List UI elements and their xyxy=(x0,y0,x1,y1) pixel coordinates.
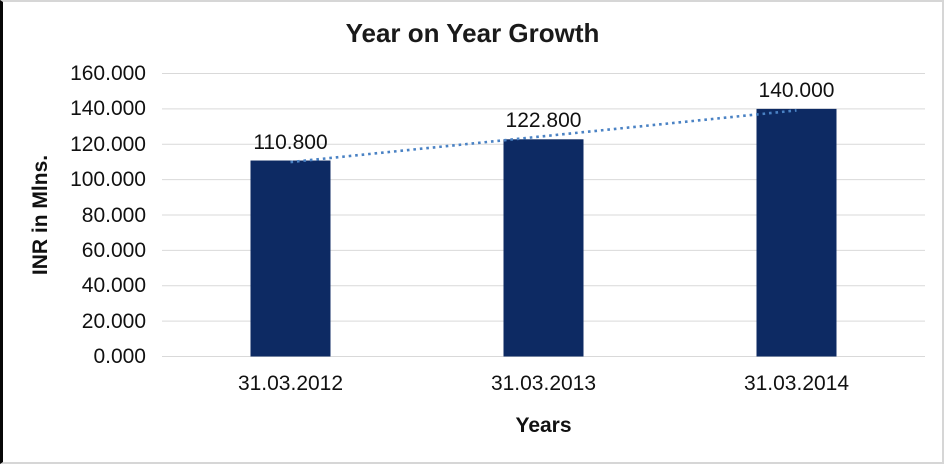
trendline xyxy=(290,109,797,164)
x-tick-label: 31.03.2013 xyxy=(490,372,597,395)
x-tick-label: 31.03.2012 xyxy=(237,372,344,395)
x-axis-title: Years xyxy=(515,414,572,437)
bar-value-label: 110.800 xyxy=(253,130,328,154)
y-tick-label: 160.000 xyxy=(70,62,146,85)
chart-title: Year on Year Growth xyxy=(345,18,600,48)
y-tick-label: 60.000 xyxy=(81,238,146,262)
y-tick-label: 20.000 xyxy=(81,309,146,333)
bar-value-label: 122.800 xyxy=(505,109,582,133)
x-tick-label: 31.03.2014 xyxy=(743,372,850,395)
y-tick-label: 80.000 xyxy=(81,203,146,227)
y-tick-label: 140.000 xyxy=(70,97,146,121)
plot-area xyxy=(162,73,925,357)
bar xyxy=(756,108,837,357)
y-tick-label: 40.000 xyxy=(81,274,146,298)
bar xyxy=(503,139,584,357)
bar-value-label: 140.000 xyxy=(758,78,835,102)
y-tick-label: 120.000 xyxy=(70,132,146,156)
y-tick-label: 0.000 xyxy=(93,345,146,368)
y-axis-title: INR in Mlns. xyxy=(29,154,52,276)
bar xyxy=(250,160,331,357)
y-tick-label: 100.000 xyxy=(70,168,146,192)
